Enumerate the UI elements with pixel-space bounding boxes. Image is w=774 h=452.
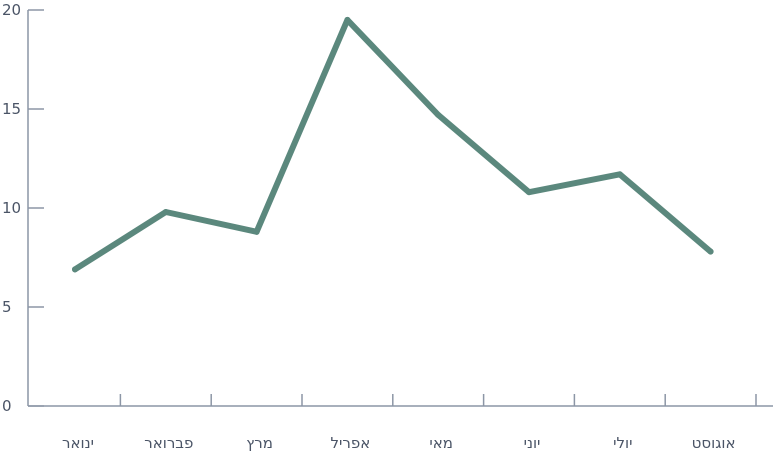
x-tick-label: אפריל xyxy=(331,434,371,452)
y-tick-label: 5 xyxy=(2,298,12,316)
y-tick-label: 15 xyxy=(2,100,21,118)
x-tick-label: ינואר xyxy=(62,434,94,452)
data-point xyxy=(162,208,169,215)
data-point xyxy=(344,16,351,23)
data-point xyxy=(707,248,714,255)
data-point xyxy=(616,171,623,178)
data-point xyxy=(253,228,260,235)
x-tick-label: פברואר xyxy=(144,434,193,452)
x-tick-label: יולי xyxy=(613,434,632,452)
y-axis-ticks: 0 5 10 15 20 xyxy=(2,1,44,415)
x-tick-label: אוגוסט xyxy=(692,434,736,452)
y-tick-label: 20 xyxy=(2,1,21,19)
data-point xyxy=(72,266,78,273)
x-axis-ticks: ינואר פברואר מרץ אפריל מאי יוני יולי אוגוסט xyxy=(62,394,757,452)
series-group xyxy=(72,16,714,273)
y-tick-label: 10 xyxy=(2,199,21,217)
data-point xyxy=(435,111,442,118)
x-tick-label: מרץ xyxy=(246,434,273,452)
x-tick-label: יוני xyxy=(524,434,541,452)
y-tick-label: 0 xyxy=(2,397,12,415)
x-tick-label: מאי xyxy=(429,434,453,452)
series-line xyxy=(72,16,714,273)
data-point xyxy=(526,189,532,196)
